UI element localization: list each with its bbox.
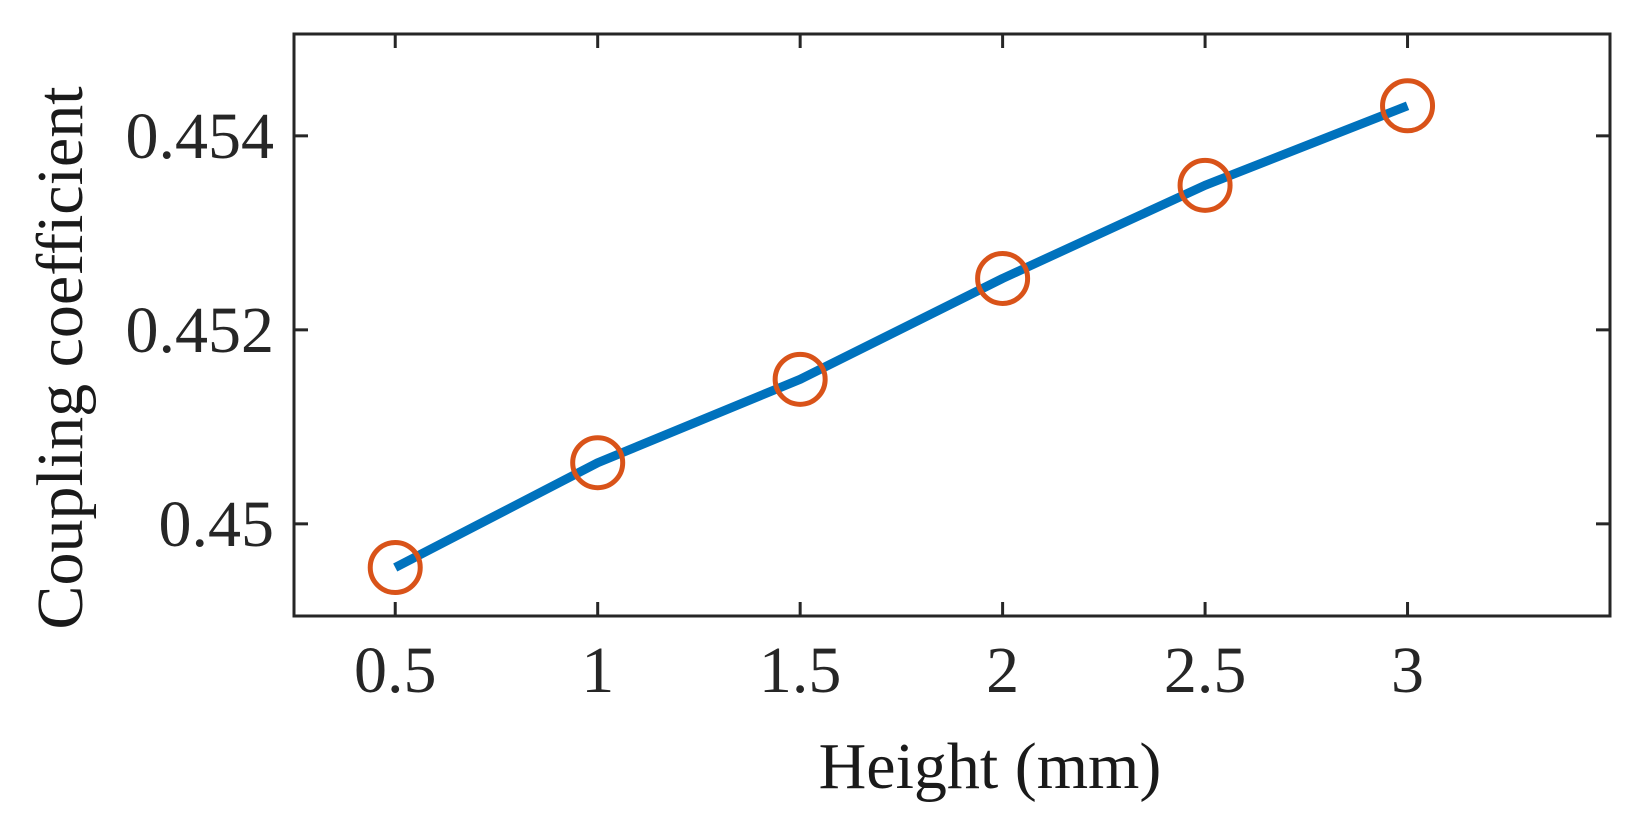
data-point-marker xyxy=(772,351,828,407)
data-point-marker xyxy=(975,250,1031,306)
y-tick-label: 0.454 xyxy=(126,100,275,173)
axis-ticks xyxy=(294,34,1610,616)
data-point-marker xyxy=(570,435,626,491)
x-axis-title: Height (mm) xyxy=(819,730,1162,803)
y-axis-title: Coupling coefficient xyxy=(24,86,97,629)
data-point-marker xyxy=(1177,157,1233,213)
x-tick-label: 2.5 xyxy=(1164,634,1247,707)
x-tick-label: 2 xyxy=(986,634,1019,707)
tick-labels: 0.5 1 1.5 2 2.5 3 0.45 0.452 0.454 xyxy=(126,100,1425,707)
series-line xyxy=(393,101,1410,572)
x-tick-label: 1 xyxy=(581,634,614,707)
data-point-marker xyxy=(367,540,423,595)
data-point-marker xyxy=(1380,78,1436,134)
plot-area xyxy=(292,32,1612,618)
plot-frame xyxy=(292,32,1612,618)
series-layer xyxy=(367,78,1436,595)
x-tick-label: 1.5 xyxy=(759,634,842,707)
y-tick-label: 0.45 xyxy=(159,488,275,561)
y-tick-label: 0.452 xyxy=(126,294,275,367)
x-tick-label: 0.5 xyxy=(354,634,437,707)
x-tick-label: 3 xyxy=(1391,634,1424,707)
